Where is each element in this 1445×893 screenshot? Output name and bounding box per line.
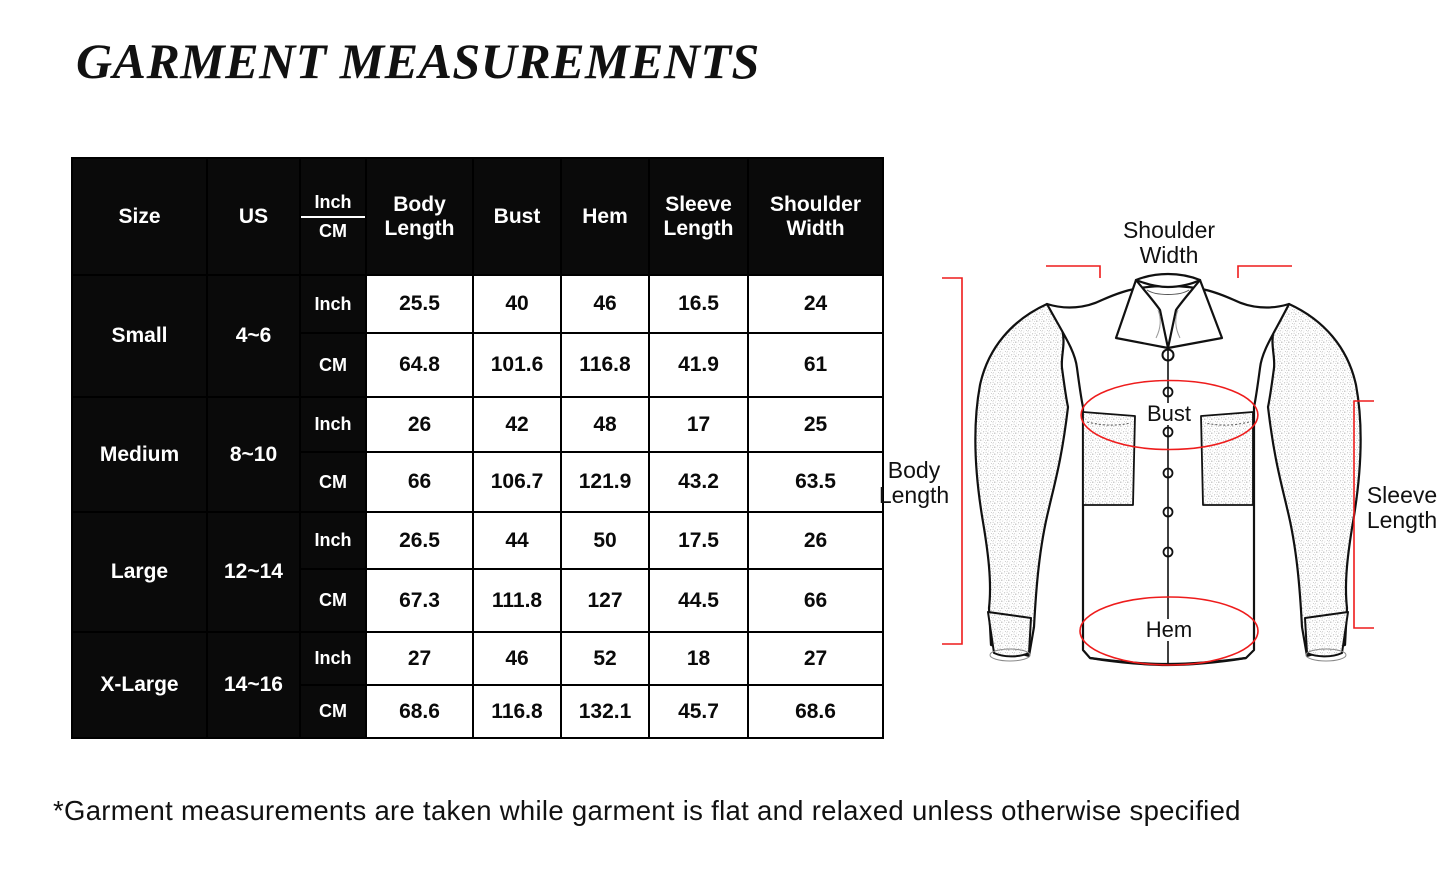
- svg-text:Length: Length: [1367, 507, 1437, 533]
- svg-text:Length: Length: [879, 482, 949, 508]
- svg-text:Bust: Bust: [1147, 401, 1191, 426]
- svg-text:Body: Body: [888, 457, 941, 483]
- svg-text:Shoulder: Shoulder: [1123, 217, 1215, 243]
- svg-text:Width: Width: [1140, 242, 1199, 268]
- svg-text:Hem: Hem: [1146, 617, 1192, 642]
- svg-text:Sleeve: Sleeve: [1367, 482, 1437, 508]
